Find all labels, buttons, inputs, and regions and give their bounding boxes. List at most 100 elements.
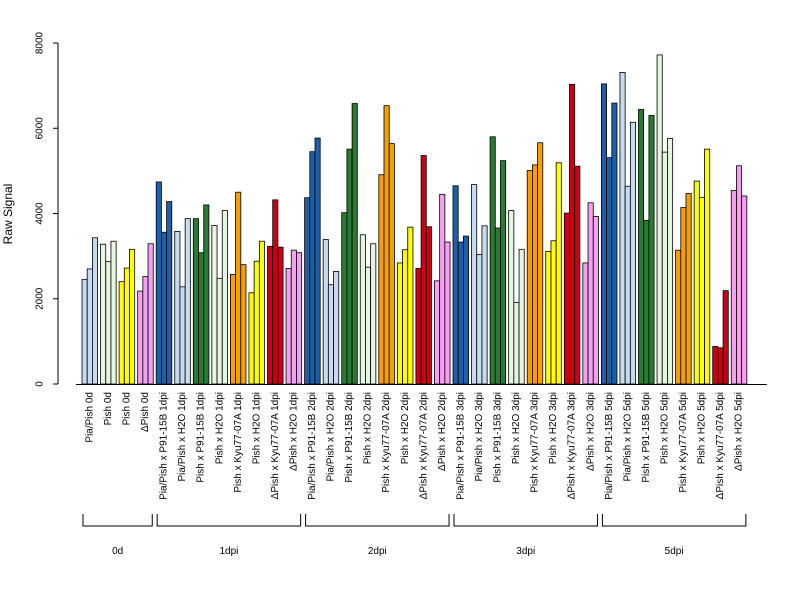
x-tick-label: ΔPish x Kyu77-07A 5dpi (715, 392, 726, 499)
bar (563, 212, 570, 385)
bar (92, 237, 99, 385)
x-tick-label: Pish x H2O 3dpi (548, 392, 559, 464)
bar (296, 252, 303, 385)
x-tick-labels: Pia/Pish 0d Pish 0d Pish 0d ΔPish 0d Pia/Pis… (84, 392, 744, 500)
bar (717, 347, 724, 385)
bar (142, 276, 149, 385)
bar (86, 268, 93, 385)
x-tick-label: ΔPish x Kyu77-07A 3dpi (567, 392, 578, 499)
x-tick-label: Pish x H2O 3dpi (511, 392, 522, 464)
bar (248, 292, 255, 385)
x-tick-label: Pish x H2O 2dpi (363, 392, 374, 464)
bar (110, 240, 117, 385)
bar (267, 245, 274, 385)
bar (704, 148, 711, 385)
bar (415, 268, 422, 385)
bar (137, 290, 144, 385)
bar (638, 109, 645, 385)
x-tick-label: Pish x Kyu77-07A 1dpi (233, 392, 244, 493)
bar (285, 268, 292, 385)
bar (693, 180, 700, 385)
group-bracket: 2dpi (305, 514, 450, 557)
x-tick-label: Pia/Pish x H2O 3dpi (474, 392, 485, 482)
x-tick-label: ΔPish 0d (140, 392, 151, 432)
bar (494, 227, 501, 385)
bar (656, 54, 663, 385)
x-tick-label: ΔPish x H2O 1dpi (288, 392, 299, 471)
bracket-line (601, 514, 747, 527)
y-tick-label: 4000 (35, 202, 46, 225)
bar (100, 243, 107, 385)
bar (179, 286, 186, 385)
bar (736, 165, 743, 385)
bar (184, 218, 191, 385)
bar (221, 210, 228, 385)
bar (462, 235, 469, 385)
bar (81, 279, 88, 385)
x-tick-label: Pish x H2O 1dpi (214, 392, 225, 464)
bar (314, 137, 321, 385)
bar (457, 241, 464, 385)
bar (396, 262, 403, 385)
bar (346, 148, 353, 385)
x-tick-label: ΔPish x H2O 5dpi (734, 392, 745, 471)
x-tick-label: Pish x Kyu77-07A 2dpi (381, 392, 392, 493)
bar (730, 190, 737, 385)
bar (129, 248, 136, 385)
x-tick-label: Pish x P91-15B 3dpi (493, 392, 504, 483)
x-tick-label: Pia/Pish x P91-15B 1dpi (159, 392, 170, 500)
x-tick-label: ΔPish x Kyu77-07A 1dpi (270, 392, 281, 499)
bracket-line (453, 514, 598, 527)
bar (489, 136, 496, 385)
bar (258, 240, 265, 385)
group-bracket: 1dpi (156, 514, 302, 557)
x-tick-label: Pish 0d (122, 392, 133, 425)
bar (667, 138, 674, 385)
bar (420, 155, 427, 385)
bar (675, 249, 682, 385)
bar (574, 165, 581, 385)
x-tick-label: Pish x Kyu77-07A 3dpi (530, 392, 541, 493)
bar (537, 142, 544, 385)
x-tick-label: Pia/Pish x P91-15B 2dpi (307, 392, 318, 500)
bar (555, 162, 562, 385)
x-tick-label: ΔPish x Kyu77-07A 2dpi (418, 392, 429, 499)
bar (192, 218, 199, 385)
bar (685, 193, 692, 385)
bar (508, 210, 515, 385)
x-tick-label: Pish 0d (103, 392, 114, 425)
group-brackets: 0d 1dpi 2dpi 3dpi 5dpi (82, 514, 747, 557)
x-tick-label: Pia/Pish x H2O 1dpi (177, 392, 188, 482)
bar (351, 103, 358, 385)
x-tick-label: Pish x P91-15B 2dpi (344, 392, 355, 483)
bar (198, 252, 205, 385)
x-tick-label: Pish x H2O 2dpi (400, 392, 411, 464)
bar (439, 193, 446, 385)
y-tick-label: 2000 (35, 287, 46, 310)
bar (383, 105, 390, 385)
bar (123, 267, 130, 385)
bar (680, 207, 687, 385)
bar (513, 302, 520, 385)
bar (619, 72, 626, 385)
bar (370, 243, 377, 385)
bar (407, 226, 414, 385)
bar (327, 284, 334, 385)
x-tick-label: Pish x P91-15B 5dpi (641, 392, 652, 483)
bar (648, 115, 655, 385)
bar (235, 191, 242, 385)
bar (452, 185, 459, 385)
y-axis: 0 2000 4000 6000 8000 (35, 31, 59, 387)
bar (582, 262, 589, 385)
x-tick-label: Pish x P91-15B 1dpi (196, 392, 207, 483)
group-label: 1dpi (219, 546, 238, 557)
bar (643, 219, 650, 385)
bar (160, 231, 167, 385)
bar (203, 204, 210, 385)
bar (333, 271, 340, 385)
group-label: 5dpi (665, 546, 684, 557)
bar (388, 143, 395, 385)
bar (105, 261, 112, 385)
bar (624, 185, 631, 385)
x-tick-label: Pia/Pish x P91-15B 5dpi (604, 392, 615, 500)
